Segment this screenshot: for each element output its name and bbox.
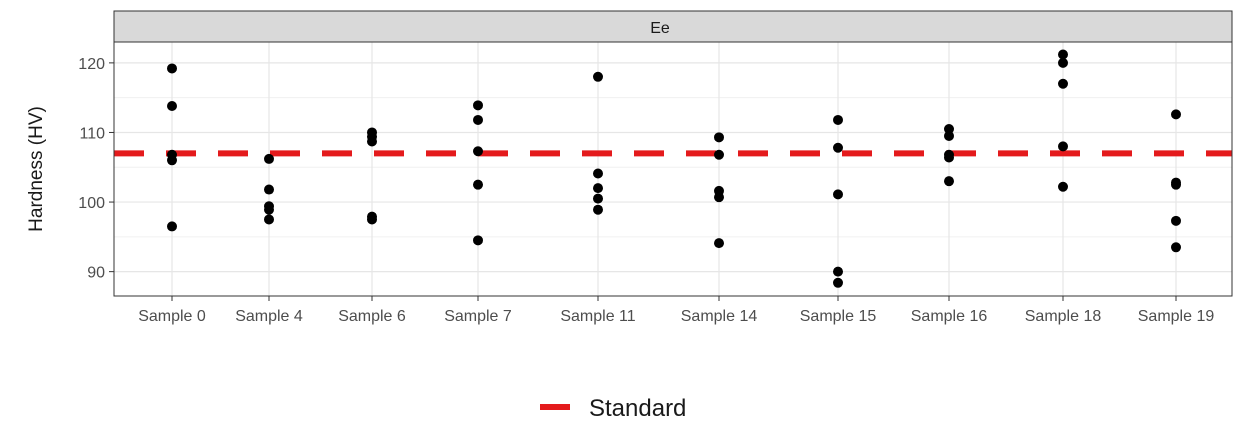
data-point — [833, 277, 843, 288]
x-tick-label: Sample 7 — [444, 308, 512, 325]
data-point — [1171, 179, 1181, 190]
data-point — [264, 204, 274, 215]
facet-strip: Ee — [113, 10, 1233, 43]
y-tick-label: 90 — [87, 265, 105, 282]
data-point — [1058, 78, 1068, 89]
data-point — [473, 114, 483, 125]
data-point — [833, 142, 843, 153]
data-point — [473, 100, 483, 111]
y-tick-label: 100 — [78, 195, 105, 212]
data-point — [167, 101, 177, 112]
x-tick-label: Sample 19 — [1138, 308, 1215, 325]
data-point — [473, 146, 483, 157]
data-point — [944, 130, 954, 141]
data-point — [367, 136, 377, 147]
facet-strip-bg — [113, 10, 1233, 43]
data-point — [1058, 181, 1068, 192]
data-point — [714, 149, 724, 160]
data-point — [167, 155, 177, 166]
data-point — [1058, 57, 1068, 68]
data-point — [944, 123, 954, 134]
data-point — [264, 184, 274, 195]
data-point — [1058, 141, 1068, 152]
legend-label-standard: Standard — [589, 395, 686, 421]
y-tick-label: 120 — [78, 56, 105, 73]
data-point — [264, 214, 274, 225]
data-point — [833, 266, 843, 277]
data-point — [833, 189, 843, 200]
data-point — [833, 114, 843, 125]
data-point — [1171, 109, 1181, 120]
data-point — [367, 214, 377, 225]
legend: Standard — [540, 395, 686, 421]
data-point — [473, 235, 483, 246]
data-point — [944, 176, 954, 187]
y-tick-label: 110 — [79, 125, 105, 142]
data-point — [593, 168, 603, 179]
data-point — [167, 63, 177, 74]
data-point — [714, 132, 724, 143]
data-point — [593, 71, 603, 82]
data-point — [944, 152, 954, 163]
x-tick-label: Sample 0 — [138, 308, 206, 325]
x-tick-label: Sample 4 — [235, 308, 303, 325]
y-axis: 90 100 110 120 — [78, 56, 114, 282]
x-tick-label: Sample 11 — [560, 308, 635, 325]
grid-layer — [114, 42, 1232, 296]
x-tick-label: Sample 6 — [338, 308, 406, 325]
data-point — [473, 179, 483, 190]
data-point — [1058, 49, 1068, 60]
x-tick-label: Sample 16 — [911, 308, 988, 325]
data-point — [714, 238, 724, 249]
data-point — [1171, 242, 1181, 253]
x-tick-label: Sample 18 — [1025, 308, 1102, 325]
points-layer — [167, 49, 1181, 288]
data-point — [264, 153, 274, 164]
data-point — [1171, 215, 1181, 226]
facet-strip-label: Ee — [650, 20, 670, 37]
data-point — [167, 221, 177, 232]
x-axis: Sample 0 Sample 4 Sample 6 Sample 7 Sample 1… — [138, 296, 1214, 325]
x-tick-label: Sample 14 — [681, 308, 758, 325]
data-point — [593, 193, 603, 204]
data-point — [593, 204, 603, 215]
data-point — [593, 183, 603, 194]
x-tick-label: Sample 15 — [800, 308, 877, 325]
y-axis-title: Hardness (HV) — [26, 106, 47, 232]
data-point — [714, 192, 724, 203]
